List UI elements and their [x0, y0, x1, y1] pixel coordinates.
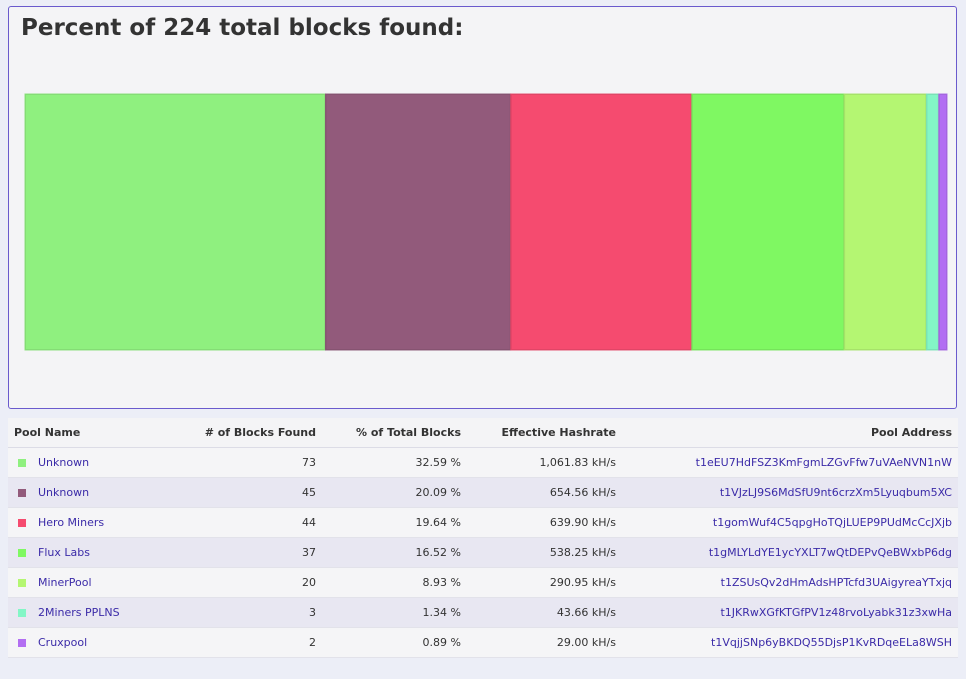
pool-color-swatch [18, 609, 26, 617]
pool-name-link[interactable]: Unknown [38, 456, 90, 469]
pool-name-link[interactable]: Hero Miners [38, 516, 105, 529]
pool-address-cell: t1eEU7HdFSZ3KmFgmLZGvFfw7uVAeNVN1nW [622, 447, 958, 478]
pool-address-cell: t1gMLYLdYE1ycYXLT7wQtDEPvQeBWxbP6dg [622, 537, 958, 568]
blocks-found-cell: 20 [170, 567, 322, 598]
table-row: Hero Miners 44 19.64 % 639.90 kH/s t1gomWuf4… [8, 507, 958, 538]
pool-name-link[interactable]: Flux Labs [38, 546, 90, 559]
header-pool-name: Pool Name [8, 418, 170, 448]
pool-name-cell: Unknown [8, 477, 170, 508]
table-row: 2Miners PPLNS 3 1.34 % 43.66 kH/s t1JKRwXGfK… [8, 597, 958, 628]
pool-name-cell: Flux Labs [8, 537, 170, 568]
bar-segment-fill [692, 95, 844, 349]
header-percent-total: % of Total Blocks [322, 418, 467, 448]
pool-color-swatch [18, 459, 26, 467]
bar-segment-fill [511, 95, 691, 349]
pool-name-cell: Hero Miners [8, 507, 170, 538]
table-row: Cruxpool 2 0.89 % 29.00 kH/s t1VqjjSNp6yBKDQ… [8, 627, 958, 658]
blocks-found-cell: 3 [170, 597, 322, 628]
table-row: Flux Labs 37 16.52 % 538.25 kH/s t1gMLYLdYE1… [8, 537, 958, 568]
pool-address-link[interactable]: t1ZSUsQv2dHmAdsHPTcfd3UAigyreaYTxjq [720, 576, 952, 589]
pool-color-swatch [18, 489, 26, 497]
percent-total-cell: 8.93 % [322, 567, 467, 598]
bar-segment-fill [26, 95, 325, 349]
blocks-found-cell: 45 [170, 477, 322, 508]
hashrate-cell: 1,061.83 kH/s [467, 447, 622, 478]
pool-table-container: Pool Name # of Blocks Found % of Total B… [8, 418, 958, 658]
bar-segment-fill [939, 95, 946, 349]
pool-name-cell: Cruxpool [8, 627, 170, 658]
pool-table: Pool Name # of Blocks Found % of Total B… [8, 418, 958, 658]
blocks-found-cell: 44 [170, 507, 322, 538]
table-header-row: Pool Name # of Blocks Found % of Total B… [8, 418, 958, 448]
percent-total-cell: 0.89 % [322, 627, 467, 658]
pool-address-link[interactable]: t1VqjjSNp6yBKDQ55DjsP1KvRDqeELa8WSH [711, 636, 952, 649]
pool-name-link[interactable]: Cruxpool [38, 636, 88, 649]
chart-panel: Percent of 224 total blocks found: [8, 6, 957, 409]
pool-address-cell: t1ZSUsQv2dHmAdsHPTcfd3UAigyreaYTxjq [622, 567, 958, 598]
pool-name-link[interactable]: 2Miners PPLNS [38, 606, 120, 619]
table-row: MinerPool 20 8.93 % 290.95 kH/s t1ZSUsQv2dHm… [8, 567, 958, 598]
percent-total-cell: 16.52 % [322, 537, 467, 568]
table-row: Unknown 45 20.09 % 654.56 kH/s t1VJzLJ9S6MdS… [8, 477, 958, 508]
hashrate-cell: 290.95 kH/s [467, 567, 622, 598]
pool-name-link[interactable]: MinerPool [38, 576, 92, 589]
pool-color-swatch [18, 549, 26, 557]
blocks-found-cell: 37 [170, 537, 322, 568]
pool-color-swatch [18, 579, 26, 587]
stacked-bar-chart [24, 93, 948, 351]
pool-name-cell: 2Miners PPLNS [8, 597, 170, 628]
percent-total-cell: 1.34 % [322, 597, 467, 628]
chart-title: Percent of 224 total blocks found: [21, 15, 464, 41]
pool-address-cell: t1JKRwXGfKTGfPV1z48rvoLyabk31z3xwHa [622, 597, 958, 628]
pool-color-swatch [18, 639, 26, 647]
hashrate-cell: 639.90 kH/s [467, 507, 622, 538]
header-pool-address: Pool Address [622, 418, 958, 448]
pool-name-cell: MinerPool [8, 567, 170, 598]
blocks-found-cell: 73 [170, 447, 322, 478]
bar-segment-fill [845, 95, 926, 349]
pool-color-swatch [18, 519, 26, 527]
pool-address-link[interactable]: t1JKRwXGfKTGfPV1z48rvoLyabk31z3xwHa [720, 606, 952, 619]
pool-name-link[interactable]: Unknown [38, 486, 90, 499]
pool-address-link[interactable]: t1gMLYLdYE1ycYXLT7wQtDEPvQeBWxbP6dg [708, 546, 952, 559]
header-hashrate: Effective Hashrate [467, 418, 622, 448]
table-row: Unknown 73 32.59 % 1,061.83 kH/s t1eEU7HdFSZ… [8, 447, 958, 478]
blocks-found-cell: 2 [170, 627, 322, 658]
pool-address-cell: t1gomWuf4C5qpgHoTQjLUEP9PUdMcCcJXjb [622, 507, 958, 538]
pool-name-cell: Unknown [8, 447, 170, 478]
percent-total-cell: 32.59 % [322, 447, 467, 478]
pool-address-link[interactable]: t1eEU7HdFSZ3KmFgmLZGvFfw7uVAeNVN1nW [695, 456, 952, 469]
hashrate-cell: 538.25 kH/s [467, 537, 622, 568]
table-body: Unknown 73 32.59 % 1,061.83 kH/s t1eEU7HdFSZ… [8, 447, 958, 658]
percent-total-cell: 19.64 % [322, 507, 467, 538]
hashrate-cell: 43.66 kH/s [467, 597, 622, 628]
hashrate-cell: 654.56 kH/s [467, 477, 622, 508]
percent-total-cell: 20.09 % [322, 477, 467, 508]
pool-address-link[interactable]: t1gomWuf4C5qpgHoTQjLUEP9PUdMcCcJXjb [712, 516, 952, 529]
bar-segment-fill [927, 95, 938, 349]
pool-address-cell: t1VJzLJ9S6MdSfU9nt6crzXm5Lyuqbum5XC [622, 477, 958, 508]
header-blocks-found: # of Blocks Found [170, 418, 322, 448]
bar-segment-fill [326, 95, 510, 349]
pool-address-cell: t1VqjjSNp6yBKDQ55DjsP1KvRDqeELa8WSH [622, 627, 958, 658]
hashrate-cell: 29.00 kH/s [467, 627, 622, 658]
pool-address-link[interactable]: t1VJzLJ9S6MdSfU9nt6crzXm5Lyuqbum5XC [719, 486, 952, 499]
